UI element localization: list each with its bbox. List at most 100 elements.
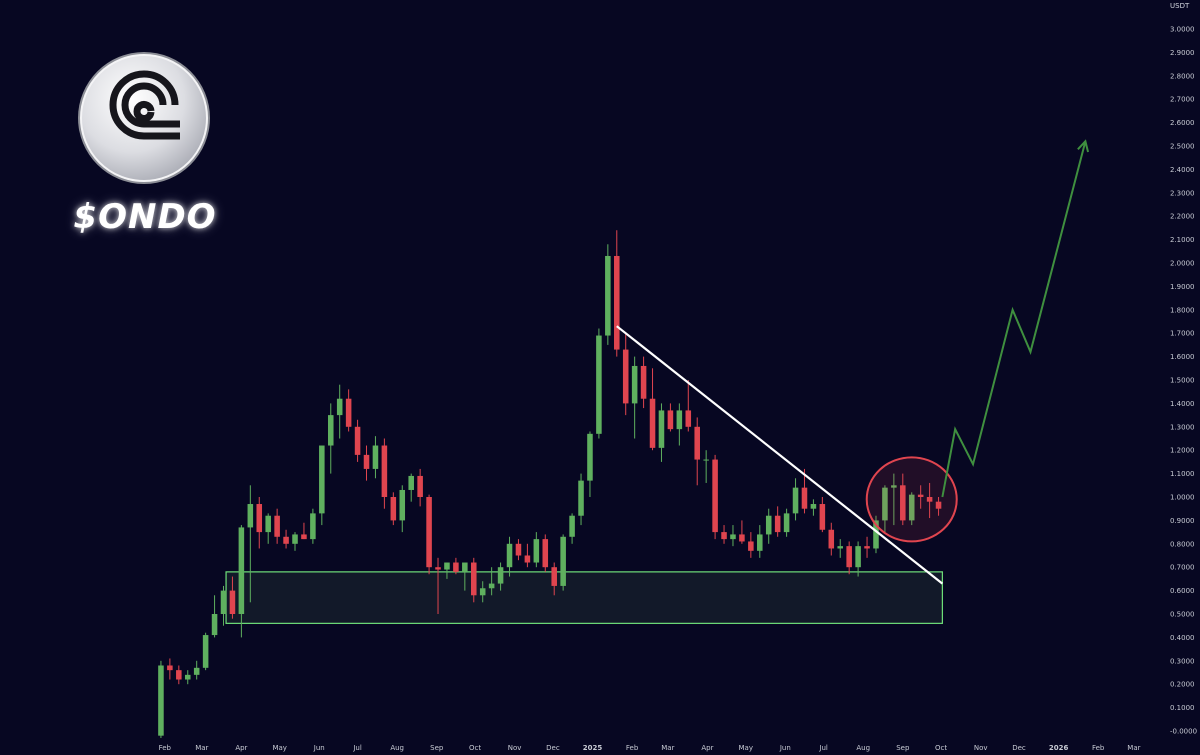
candle-body bbox=[721, 532, 727, 540]
candle bbox=[640, 356, 647, 409]
candle-body bbox=[229, 590, 236, 614]
candle-body bbox=[363, 454, 370, 469]
y-tick-label: 1.5000 bbox=[1170, 377, 1195, 385]
candle-body bbox=[551, 567, 557, 586]
y-tick-label: 2.6000 bbox=[1170, 119, 1195, 127]
candle bbox=[256, 497, 263, 549]
candle bbox=[453, 557, 459, 575]
candle bbox=[176, 665, 182, 685]
candle bbox=[926, 482, 933, 519]
projection-path bbox=[941, 141, 1087, 498]
y-tick-label: 2.3000 bbox=[1170, 189, 1195, 197]
y-tick-label: 0.8000 bbox=[1170, 540, 1195, 548]
ticker-label: $ONDO bbox=[73, 197, 217, 237]
candle-body bbox=[757, 534, 763, 551]
candle-body bbox=[649, 398, 656, 448]
candle bbox=[524, 543, 531, 568]
y-tick-label: 2.1000 bbox=[1170, 236, 1195, 244]
candle bbox=[935, 497, 942, 516]
y-tick-label: 0.4000 bbox=[1170, 634, 1195, 642]
candle-body bbox=[640, 365, 647, 399]
candle bbox=[819, 497, 826, 533]
candle bbox=[694, 417, 700, 486]
y-tick-label: 3.0000 bbox=[1170, 26, 1195, 34]
candle bbox=[390, 492, 397, 526]
y-tick-label: 2.2000 bbox=[1170, 213, 1195, 221]
y-tick-label: 0.1000 bbox=[1170, 704, 1195, 712]
candle-body bbox=[515, 543, 522, 556]
candle-body bbox=[908, 494, 915, 521]
candle bbox=[649, 368, 656, 451]
candle bbox=[748, 532, 754, 558]
candle-body bbox=[417, 475, 423, 497]
candle-body bbox=[560, 536, 566, 586]
candle-body bbox=[435, 567, 441, 570]
candle-body bbox=[828, 529, 835, 549]
y-tick-label: 1.2000 bbox=[1170, 447, 1195, 455]
candle bbox=[900, 473, 906, 526]
candle-body bbox=[372, 445, 379, 469]
candle bbox=[596, 328, 602, 439]
candle bbox=[247, 485, 254, 603]
candle bbox=[238, 525, 245, 638]
candle bbox=[703, 450, 709, 483]
candle bbox=[301, 522, 307, 540]
candle-body bbox=[533, 539, 540, 563]
x-tick-label: Jul bbox=[818, 744, 828, 752]
candle-body bbox=[801, 487, 808, 509]
candle bbox=[739, 520, 745, 544]
candle bbox=[408, 473, 414, 502]
candle-body bbox=[882, 487, 888, 521]
candle-body bbox=[488, 583, 495, 589]
x-tick-label: Mar bbox=[661, 744, 674, 752]
candle bbox=[506, 536, 513, 577]
candle-body bbox=[453, 562, 459, 572]
candle-body bbox=[265, 515, 271, 533]
x-tick-label: Aug bbox=[856, 744, 870, 752]
candle-body bbox=[336, 398, 343, 416]
candle bbox=[444, 562, 450, 579]
candles-layer bbox=[158, 230, 942, 739]
x-tick-label: Jun bbox=[779, 744, 791, 752]
candle-body bbox=[274, 515, 280, 537]
x-tick-label: Sep bbox=[430, 744, 444, 752]
candle bbox=[560, 534, 566, 591]
x-tick-label: Apr bbox=[701, 744, 713, 752]
candle-body bbox=[578, 480, 584, 516]
support-zone bbox=[225, 571, 943, 624]
x-tick-label: Feb bbox=[1092, 744, 1105, 752]
candle-body bbox=[846, 546, 852, 568]
candle bbox=[783, 508, 790, 537]
candle-body bbox=[301, 534, 307, 540]
candle-body bbox=[765, 515, 772, 535]
x-tick-label: Aug bbox=[390, 744, 404, 752]
x-tick-label: Dec bbox=[546, 744, 560, 752]
candle bbox=[381, 438, 388, 509]
candle-body bbox=[810, 504, 817, 509]
candle bbox=[265, 513, 271, 544]
candle bbox=[855, 541, 861, 577]
time-axis[interactable]: Feb Mar Apr May Jun Jul Aug Sep Oct Nov Dec 2025 Feb… bbox=[159, 744, 1141, 752]
candle bbox=[426, 494, 432, 575]
candle bbox=[399, 485, 406, 533]
candle-body bbox=[631, 365, 638, 404]
candle-body bbox=[739, 534, 745, 542]
candle-body bbox=[676, 410, 683, 430]
price-axis[interactable]: -0.0000 0.1000 0.2000 0.3000 0.4000 0.5000 0.6… bbox=[1170, 26, 1197, 736]
y-tick-label: 1.7000 bbox=[1170, 330, 1195, 338]
candle bbox=[658, 403, 665, 462]
x-tick-label: Dec bbox=[1012, 744, 1026, 752]
candle-body bbox=[891, 485, 897, 488]
candle-body bbox=[774, 515, 781, 533]
candle bbox=[363, 445, 370, 481]
support-zone-layer bbox=[225, 571, 943, 624]
candle bbox=[908, 492, 915, 526]
candle bbox=[345, 389, 352, 432]
candle bbox=[837, 539, 844, 558]
x-tick-label: 2026 bbox=[1049, 744, 1069, 752]
candle-body bbox=[426, 497, 432, 568]
candle-body bbox=[855, 546, 861, 568]
candle-body bbox=[247, 504, 254, 528]
candle bbox=[605, 244, 611, 345]
